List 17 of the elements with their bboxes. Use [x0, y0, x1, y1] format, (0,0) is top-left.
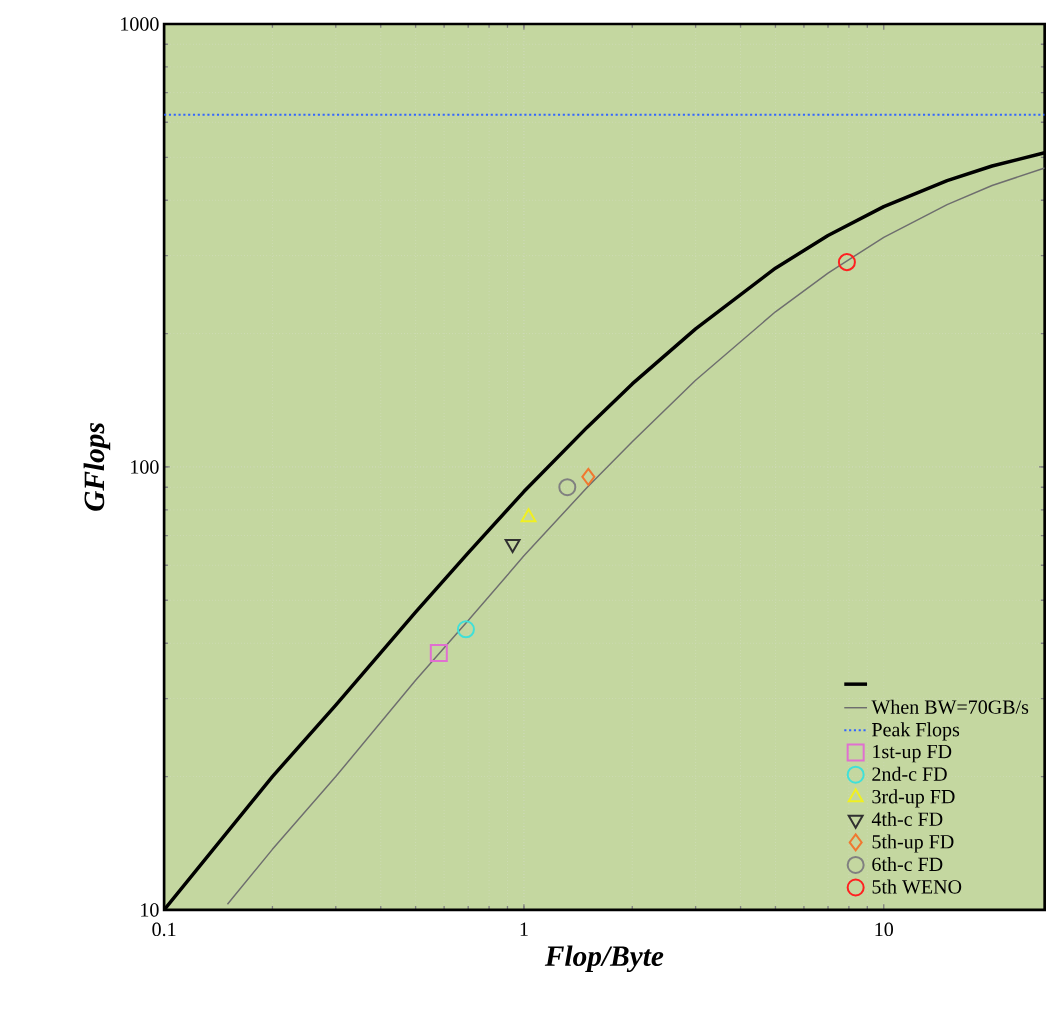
legend-label: 6th-c FD [872, 857, 943, 872]
y-tick-label: 10 [141, 903, 159, 917]
y-axis-title: GFlops [83, 423, 111, 511]
legend-label: 1st-up FD [873, 745, 952, 763]
x-tick-label: 1 [520, 922, 528, 936]
x-tick-label: 0.1 [152, 922, 176, 937]
legend-label: 3rd-up FD [872, 789, 955, 808]
y-tick-label: 100 [131, 460, 159, 474]
x-axis-title: Flop/Byte [544, 945, 664, 973]
legend-label: 4th-c FD [871, 812, 943, 827]
y-tick-label: 1000 [121, 17, 159, 31]
legend-label: 2nd-c FD [872, 766, 947, 782]
x-tick-label: 10 [875, 922, 894, 937]
legend-label: 5th-up FD [872, 834, 954, 853]
legend-label: 5th WENO [872, 879, 962, 894]
legend-label: Peak Flops [872, 722, 960, 741]
legend-label: When BW=70GB/s [871, 699, 1029, 715]
